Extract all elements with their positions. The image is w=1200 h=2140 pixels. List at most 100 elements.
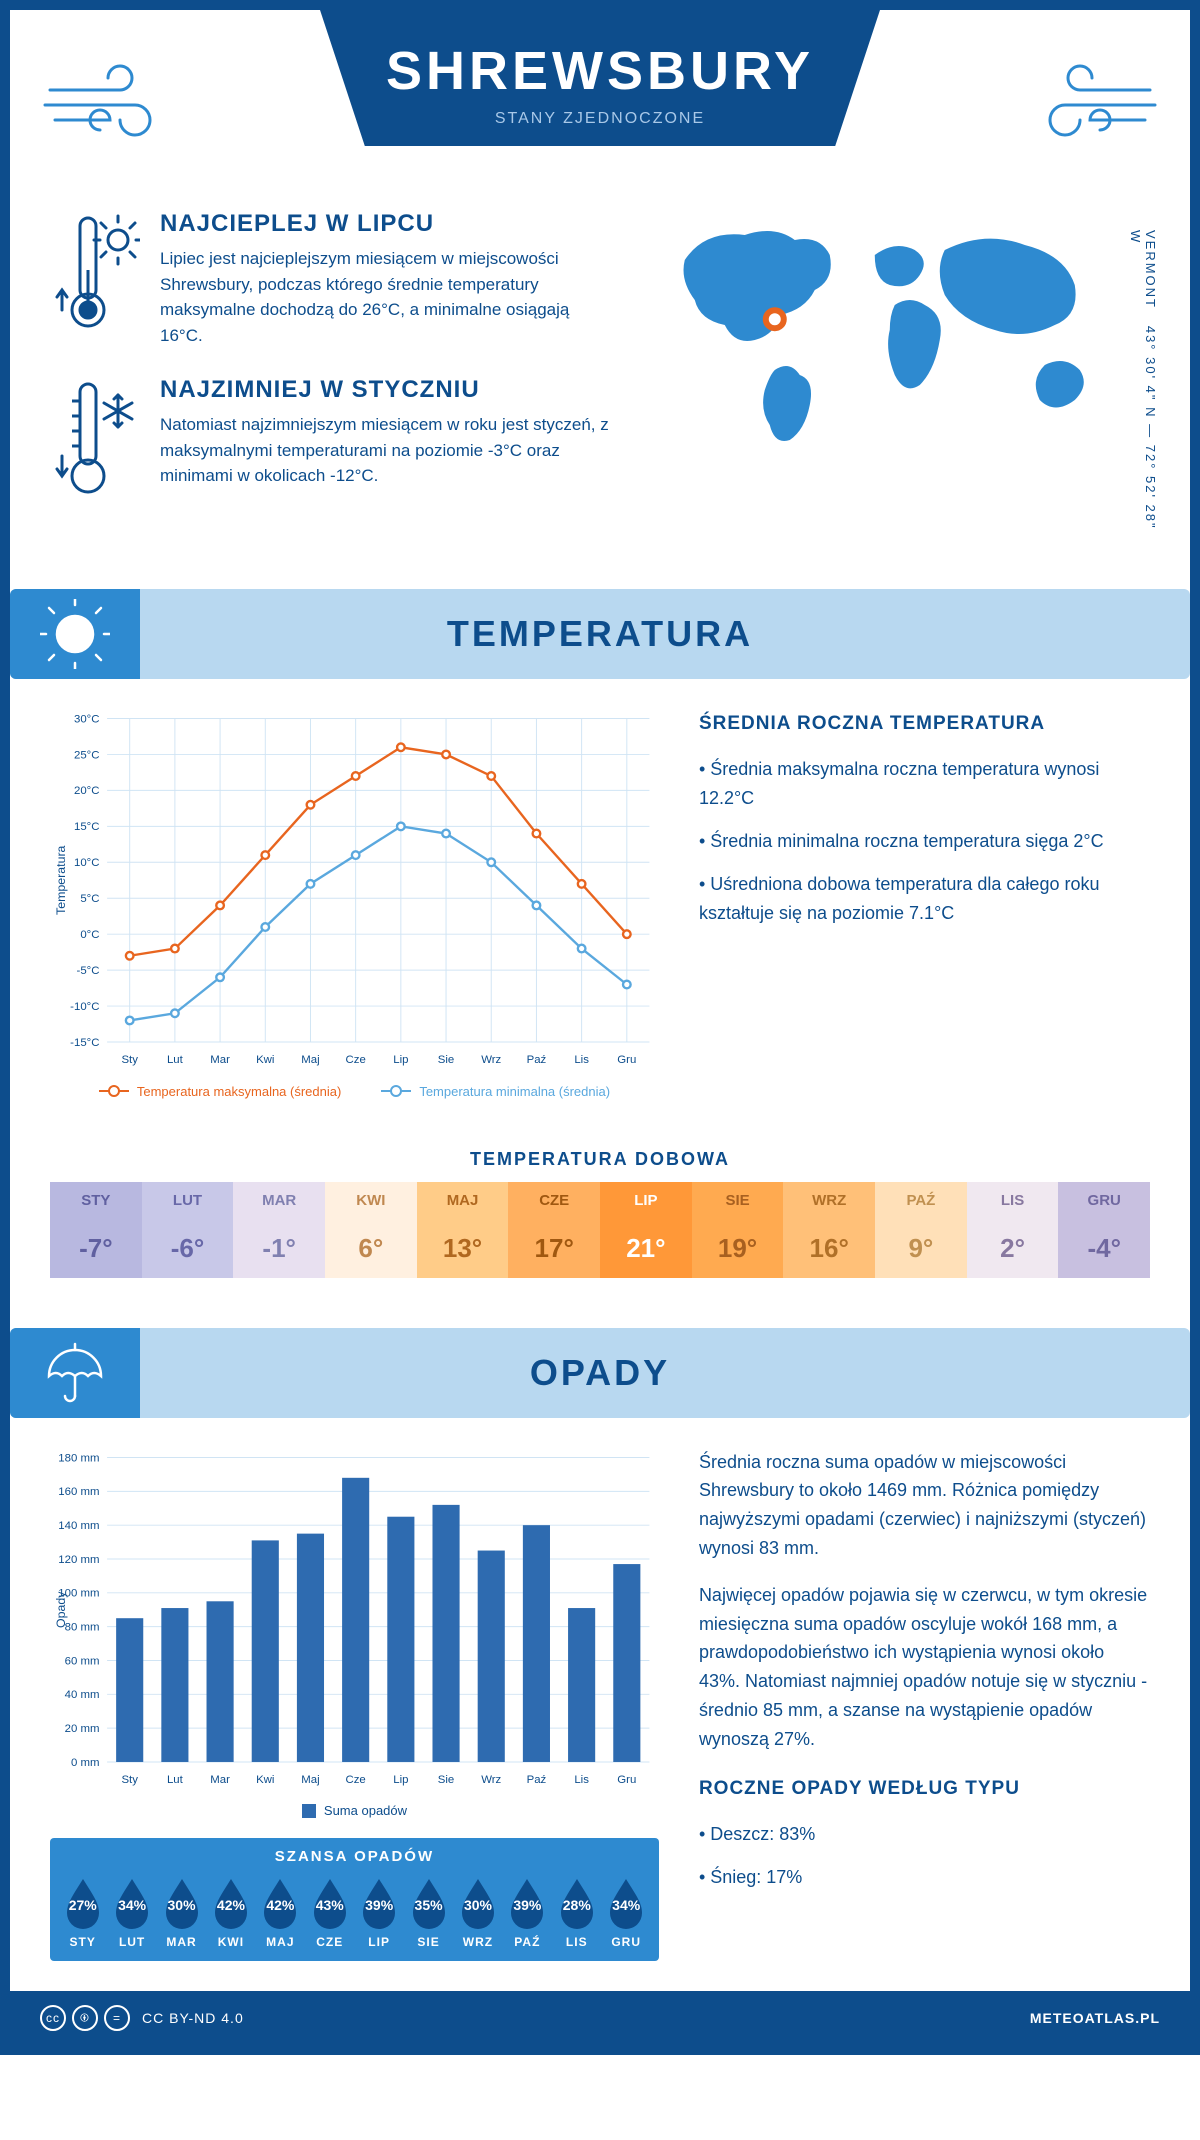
svg-text:80 mm: 80 mm (65, 1621, 100, 1633)
svg-text:Gru: Gru (617, 1054, 636, 1066)
daily-cell: MAJ13° (417, 1182, 509, 1278)
daily-temp-title: TEMPERATURA DOBOWA (10, 1149, 1190, 1170)
precip-section-title: OPADY (530, 1352, 670, 1394)
svg-text:0 mm: 0 mm (71, 1756, 100, 1768)
chance-cell: 34% LUT (107, 1875, 156, 1949)
svg-text:Sie: Sie (438, 1773, 455, 1785)
svg-text:Kwi: Kwi (256, 1054, 274, 1066)
precip-section-header: OPADY (10, 1328, 1190, 1418)
svg-text:Sie: Sie (438, 1054, 455, 1066)
sun-icon (10, 589, 140, 679)
world-map (640, 210, 1150, 470)
legend-max: Temperatura maksymalna (średnia) (99, 1084, 341, 1099)
daily-cell: CZE17° (508, 1182, 600, 1278)
daily-cell: LUT-6° (142, 1182, 234, 1278)
daily-temp-table: STY-7° LUT-6° MAR-1° KWI6° MAJ13° CZE17°… (10, 1182, 1190, 1308)
svg-text:Lis: Lis (574, 1054, 589, 1066)
svg-text:140 mm: 140 mm (58, 1520, 99, 1532)
hottest-fact: NAJCIEPLEJ W LIPCU Lipiec jest najcieple… (50, 210, 610, 348)
raindrop-icon: 27% (61, 1875, 105, 1929)
thermometer-hot-icon (50, 210, 140, 348)
svg-text:Temperatura: Temperatura (54, 845, 68, 915)
chance-cell: 42% MAJ (256, 1875, 305, 1949)
svg-text:Lut: Lut (167, 1773, 184, 1785)
raindrop-icon: 34% (604, 1875, 648, 1929)
daily-cell: PAŹ9° (875, 1182, 967, 1278)
svg-text:Maj: Maj (301, 1773, 319, 1785)
header: SHREWSBURY STANY ZJEDNOCZONE (10, 10, 1190, 210)
chance-cell: 43% CZE (305, 1875, 354, 1949)
coldest-title: NAJZIMNIEJ W STYCZNIU (160, 376, 610, 404)
raindrop-icon: 30% (160, 1875, 204, 1929)
svg-text:25°C: 25°C (74, 749, 99, 761)
footer: cc🅯= CC BY-ND 4.0 METEOATLAS.PL (10, 1991, 1190, 2045)
svg-text:Maj: Maj (301, 1054, 319, 1066)
svg-text:Paź: Paź (527, 1054, 547, 1066)
svg-text:Sty: Sty (121, 1054, 138, 1066)
temp-annual-text: ŚREDNIA ROCZNA TEMPERATURA • Średnia mak… (699, 709, 1150, 1099)
daily-cell: LIP21° (600, 1182, 692, 1278)
annual-bullet: • Średnia maksymalna roczna temperatura … (699, 755, 1150, 813)
svg-text:Paź: Paź (527, 1773, 547, 1785)
svg-text:Sty: Sty (121, 1773, 138, 1785)
svg-text:Lip: Lip (393, 1773, 408, 1785)
svg-text:Mar: Mar (210, 1773, 230, 1785)
svg-text:Cze: Cze (346, 1054, 366, 1066)
chance-cell: 42% KWI (206, 1875, 255, 1949)
precipitation-chart: 0 mm20 mm40 mm60 mm80 mm100 mm120 mm140 … (50, 1448, 659, 1791)
svg-text:Lip: Lip (393, 1054, 408, 1066)
temp-section-title: TEMPERATURA (447, 613, 753, 655)
annual-bullet: • Uśredniona dobowa temperatura dla całe… (699, 870, 1150, 928)
umbrella-icon (10, 1328, 140, 1418)
raindrop-icon: 34% (110, 1875, 154, 1929)
daily-cell: STY-7° (50, 1182, 142, 1278)
svg-text:Wrz: Wrz (481, 1054, 501, 1066)
chance-cell: 35% SIE (404, 1875, 453, 1949)
location-marker (766, 310, 784, 328)
chance-cell: 30% MAR (157, 1875, 206, 1949)
raindrop-icon: 43% (308, 1875, 352, 1929)
svg-text:Gru: Gru (617, 1773, 636, 1785)
chance-cell: 39% PAŹ (503, 1875, 552, 1949)
svg-text:-5°C: -5°C (77, 965, 100, 977)
wind-icon-left (40, 50, 180, 150)
svg-text:5°C: 5°C (80, 893, 99, 905)
chance-cell: 34% GRU (601, 1875, 650, 1949)
cc-icons: cc🅯= (40, 2005, 130, 2031)
svg-text:120 mm: 120 mm (58, 1553, 99, 1565)
daily-cell: MAR-1° (233, 1182, 325, 1278)
temp-section-header: TEMPERATURA (10, 589, 1190, 679)
raindrop-icon: 39% (357, 1875, 401, 1929)
svg-text:30°C: 30°C (74, 713, 99, 725)
chance-cell: 30% WRZ (453, 1875, 502, 1949)
chance-cell: 27% STY (58, 1875, 107, 1949)
hottest-title: NAJCIEPLEJ W LIPCU (160, 210, 610, 238)
temperature-chart: -15°C-10°C-5°C0°C5°C10°C15°C20°C25°C30°C… (50, 709, 659, 1099)
daily-cell: GRU-4° (1058, 1182, 1150, 1278)
daily-cell: SIE19° (692, 1182, 784, 1278)
city-name: SHREWSBURY (320, 40, 880, 102)
chance-cell: 28% LIS (552, 1875, 601, 1949)
svg-text:-15°C: -15°C (70, 1037, 99, 1049)
daily-cell: KWI6° (325, 1182, 417, 1278)
legend-precip: Suma opadów (302, 1803, 407, 1818)
coldest-fact: NAJZIMNIEJ W STYCZNIU Natomiast najzimni… (50, 376, 610, 511)
svg-text:180 mm: 180 mm (58, 1452, 99, 1464)
raindrop-icon: 30% (456, 1875, 500, 1929)
raindrop-icon: 35% (407, 1875, 451, 1929)
svg-text:-10°C: -10°C (70, 1001, 99, 1013)
annual-bullet: • Średnia minimalna roczna temperatura s… (699, 827, 1150, 856)
svg-text:Lis: Lis (574, 1773, 589, 1785)
type-bullet: • Śnieg: 17% (699, 1863, 1150, 1892)
summary-row: NAJCIEPLEJ W LIPCU Lipiec jest najcieple… (10, 210, 1190, 569)
wind-icon-right (1020, 50, 1160, 150)
svg-text:Mar: Mar (210, 1054, 230, 1066)
coldest-text: Natomiast najzimniejszym miesiącem w rok… (160, 412, 610, 489)
country-name: STANY ZJEDNOCZONE (320, 110, 880, 128)
daily-cell: WRZ16° (783, 1182, 875, 1278)
svg-text:15°C: 15°C (74, 821, 99, 833)
title-banner: SHREWSBURY STANY ZJEDNOCZONE (320, 10, 880, 146)
svg-text:Kwi: Kwi (256, 1773, 274, 1785)
svg-text:40 mm: 40 mm (65, 1689, 100, 1701)
license-text: CC BY-ND 4.0 (142, 2010, 244, 2026)
